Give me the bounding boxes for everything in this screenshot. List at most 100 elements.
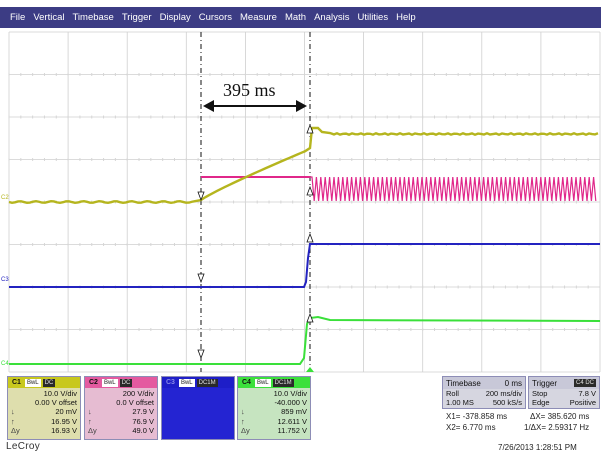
trigger-type: Edge <box>532 398 550 407</box>
trace-label-c2: C2 <box>1 195 9 201</box>
channel-readout-row: ↑ 16.95 V <box>11 417 77 426</box>
readout-value: 16.93 V <box>51 425 77 435</box>
readout-label <box>88 398 102 407</box>
readout-label: Δy <box>88 425 97 435</box>
readout-label <box>241 398 255 407</box>
channel-badge: DC <box>119 378 133 387</box>
timebase-mode: Roll <box>446 389 459 398</box>
readout-value: 27.9 V <box>132 407 154 417</box>
readout-label <box>88 389 102 398</box>
readout-label: ↑ <box>11 416 15 426</box>
readout-value: 0.0 V offset <box>116 398 154 408</box>
channel-panel-c3[interactable]: C3 BwL DC1M <box>161 376 235 440</box>
channel-badge: DC1M <box>196 378 218 387</box>
trigger-level: 7.8 V <box>578 389 596 398</box>
readout-value: 76.9 V <box>132 416 154 426</box>
cursor-x2-readout: X2= 6.770 ms <box>446 423 496 432</box>
trace-label-c4: C4 <box>1 361 9 367</box>
timebase-offset: 0 ms <box>504 378 522 388</box>
readout-value: -40.000 V <box>274 398 307 408</box>
trace-label-c3: C3 <box>1 277 9 283</box>
timebase-panel[interactable]: Timebase 0 ms Roll 200 ms/div 1.00 MS 50… <box>442 376 526 409</box>
channel-readout-row: Δy 16.93 V <box>11 426 77 435</box>
cursor-frequency-readout: 1/ΔX= 2.59317 Hz <box>524 423 590 432</box>
menu-item-analysis[interactable]: Analysis <box>314 12 350 23</box>
channel-readout-row: 10.0 V/div <box>11 389 77 398</box>
menu-item-vertical[interactable]: Vertical <box>33 12 65 23</box>
readout-label: ↑ <box>88 416 92 426</box>
channel-readout-row: 200 V/div <box>88 389 154 398</box>
trigger-slope: Positive <box>569 398 596 407</box>
readout-label: ↓ <box>11 407 15 417</box>
timebase-samplerate: 500 kS/s <box>492 398 522 407</box>
cursor-delta-readout: ΔX= 385.620 ms <box>530 412 590 421</box>
menu-item-help[interactable]: Help <box>396 12 416 23</box>
channel-readout-row: -40.000 V <box>241 398 307 407</box>
menu-item-timebase[interactable]: Timebase <box>72 12 114 23</box>
menu-item-cursors[interactable]: Cursors <box>198 12 232 23</box>
channel-readout-row: ↑ 76.9 V <box>88 417 154 426</box>
readout-label: Δy <box>241 425 250 435</box>
channel-name: C2 <box>89 379 98 386</box>
trigger-source-badge: C4 DC <box>573 379 596 387</box>
trigger-position-marker <box>306 367 314 372</box>
channel-readout-row: Δy 49.0 V <box>88 426 154 435</box>
readout-label: ↓ <box>241 407 245 417</box>
menu-item-trigger[interactable]: Trigger <box>121 12 152 23</box>
channel-name: C1 <box>12 379 21 386</box>
channel-badge: BwL <box>24 378 41 387</box>
delay-arrow <box>203 100 307 112</box>
trigger-state: Stop <box>532 389 548 398</box>
timebase-memory: 1.00 MS <box>446 398 474 407</box>
channel-readout-row: ↓ 20 mV <box>11 407 77 416</box>
readout-value: 859 mV <box>281 407 307 417</box>
waveform-display: C2 C3 C4 395 ms <box>1 31 601 373</box>
cursor-x1-readout: X1= -378.858 ms <box>446 412 508 421</box>
readout-value: 10.0 V/div <box>273 389 307 398</box>
trigger-title: Trigger <box>532 378 558 388</box>
readout-label: Δy <box>11 425 20 435</box>
readout-value: 16.95 V <box>51 416 77 426</box>
timebase-title: Timebase <box>446 378 481 388</box>
brand-logo: LeCroy <box>6 441 41 452</box>
channel-readout-row: ↓ 27.9 V <box>88 407 154 416</box>
readout-value: 12.611 V <box>277 416 307 426</box>
delay-annotation: 395 ms <box>223 80 276 100</box>
graticule-grid <box>8 31 601 373</box>
readout-label: ↓ <box>88 407 92 417</box>
readout-value: 0.00 V offset <box>35 398 77 408</box>
readout-label <box>11 389 25 398</box>
timebase-scale: 200 ms/div <box>485 389 522 398</box>
readout-label: ↑ <box>241 416 245 426</box>
readout-label <box>11 398 25 407</box>
channel-badge: BwL <box>254 378 271 387</box>
menu-item-measure[interactable]: Measure <box>240 12 277 23</box>
channel-readout-row: 0.00 V offset <box>11 398 77 407</box>
trigger-panel[interactable]: Trigger C4 DC Stop 7.8 V Edge Positive <box>528 376 600 409</box>
readout-value: 10.0 V/div <box>43 389 77 398</box>
menu-item-math[interactable]: Math <box>284 12 307 23</box>
menu-item-file[interactable]: File <box>10 12 26 23</box>
readout-value: 20 mV <box>55 407 77 417</box>
channel-readout-row: ↓ 859 mV <box>241 407 307 416</box>
channel-readout-row: ↑ 12.611 V <box>241 417 307 426</box>
channel-readout-row: 10.0 V/div <box>241 389 307 398</box>
menu-bar: File Vertical Timebase Trigger Display Cursor… <box>0 7 601 28</box>
channel-panel-c4[interactable]: C4 BwL DC1M 10.0 V/div -40.000 V ↓ 859 mV ↑ 12.6… <box>237 376 311 440</box>
readout-label <box>241 389 255 398</box>
channel-badge: BwL <box>178 378 195 387</box>
trace-c3 <box>9 243 600 288</box>
channel-badge: DC1M <box>272 378 294 387</box>
channel-panel-c1[interactable]: C1 BwL DC 10.0 V/div 0.00 V offset ↓ 20 mV ↑ 16.… <box>7 376 81 440</box>
channel-badge: DC <box>42 378 56 387</box>
readout-value: 200 V/div <box>122 389 154 398</box>
menu-item-display[interactable]: Display <box>159 12 191 23</box>
channel-readout-row: 0.0 V offset <box>88 398 154 407</box>
trace-c1 <box>8 126 599 205</box>
readout-value: 11.752 V <box>277 425 307 435</box>
trace-c2 <box>201 176 597 202</box>
menu-item-utilities[interactable]: Utilities <box>357 12 389 23</box>
channel-readout-row: Δy 11.752 V <box>241 426 307 435</box>
channel-panel-c2[interactable]: C2 BwL DC 200 V/div 0.0 V offset ↓ 27.9 V ↑ 76.9… <box>84 376 158 440</box>
